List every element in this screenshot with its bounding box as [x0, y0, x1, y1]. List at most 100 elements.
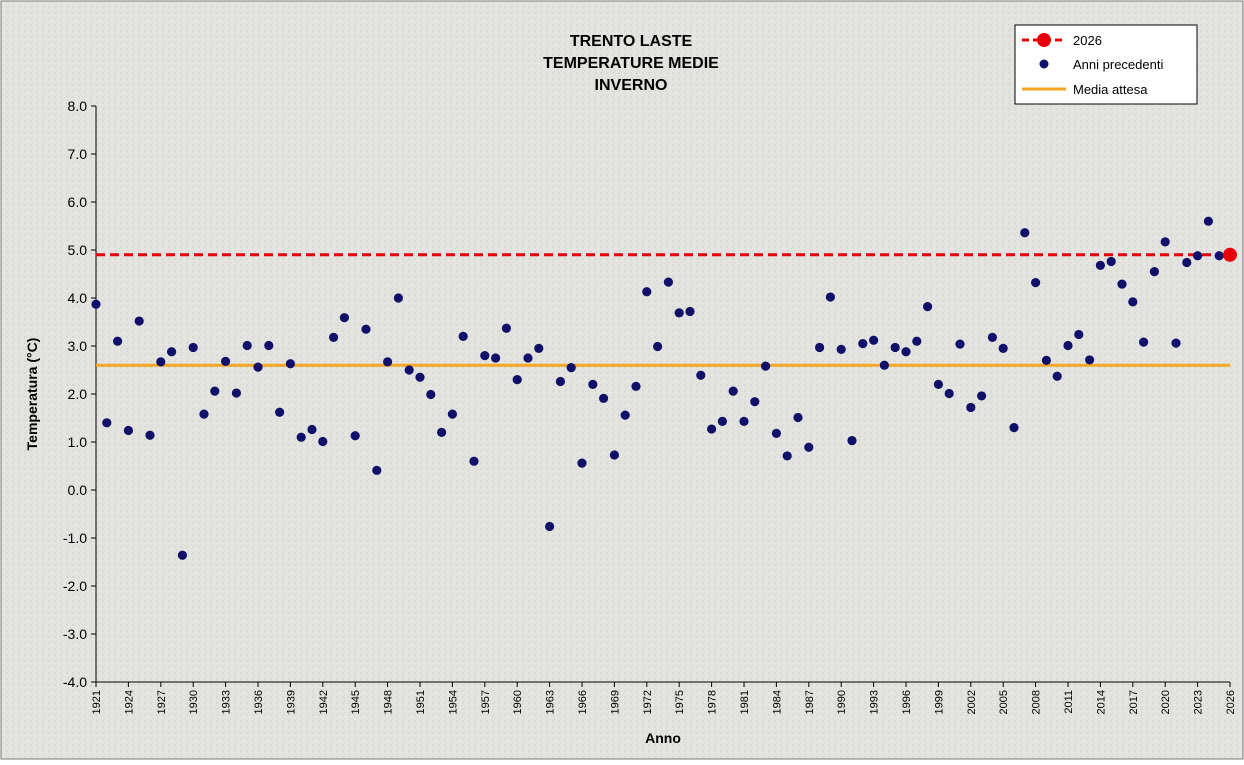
data-point — [426, 389, 436, 400]
chart-title-line-2: TEMPERATURE MEDIE — [543, 55, 719, 72]
data-point — [480, 351, 490, 361]
y-tick-label: -1.0 — [63, 530, 87, 546]
legend-media-attesa-label: Media attesa — [1073, 82, 1148, 97]
data-point — [566, 363, 576, 373]
x-tick-label: 1939 — [285, 690, 297, 714]
data-point — [966, 402, 976, 413]
data-point — [728, 386, 738, 396]
data-point — [771, 428, 782, 438]
data-point — [804, 442, 814, 452]
y-tick-label: 4.0 — [68, 290, 88, 306]
data-point — [210, 386, 220, 396]
data-point — [555, 376, 566, 387]
data-point — [599, 393, 609, 403]
data-point — [588, 379, 598, 389]
data-point — [998, 343, 1008, 353]
x-tick-label: 1930 — [188, 690, 200, 714]
data-point — [491, 353, 501, 363]
y-tick-label: 8.0 — [68, 98, 88, 114]
data-point — [663, 277, 674, 287]
data-point — [512, 375, 522, 385]
data-point — [253, 362, 263, 372]
legend-2026-marker — [1037, 33, 1051, 47]
data-point — [177, 550, 187, 560]
legend-anni-precedenti-marker — [1039, 59, 1049, 69]
data-point — [1193, 251, 1203, 261]
data-point — [329, 332, 339, 342]
data-point — [1009, 423, 1019, 433]
data-point — [1095, 260, 1105, 270]
data-point — [231, 388, 241, 398]
data-point — [685, 306, 695, 317]
x-tick-label: 1966 — [577, 690, 589, 714]
data-point — [879, 360, 890, 370]
chart-title: TRENTO LASTE TEMPERATURE MEDIE INVERNO — [543, 33, 719, 94]
y-tick-label: 2.0 — [68, 386, 88, 402]
x-tick-label: 1933 — [221, 690, 233, 714]
data-point — [523, 353, 533, 363]
x-tick-label: 2008 — [1031, 690, 1043, 714]
data-point — [1117, 279, 1127, 289]
data-point — [717, 416, 728, 426]
data-point — [167, 347, 177, 357]
data-point — [609, 450, 620, 460]
x-tick-label: 2023 — [1193, 690, 1205, 714]
data-point — [825, 292, 836, 302]
data-point — [102, 418, 112, 428]
data-point — [447, 409, 457, 419]
data-point — [1128, 297, 1138, 307]
x-tick-label: 1975 — [674, 690, 686, 714]
x-tick-label: 1954 — [447, 690, 459, 714]
data-point — [372, 465, 382, 475]
x-tick-label: 1999 — [933, 690, 945, 714]
x-tick-label: 1960 — [512, 690, 524, 714]
x-tick-label: 2020 — [1160, 690, 1172, 714]
data-point — [123, 425, 133, 436]
data-point — [1063, 340, 1073, 351]
x-tick-label: 1936 — [253, 690, 265, 714]
y-tick-label: -3.0 — [63, 626, 87, 642]
data-point — [631, 381, 641, 391]
data-point — [534, 343, 544, 353]
data-point — [1085, 355, 1095, 365]
data-point — [156, 357, 166, 367]
data-point — [469, 456, 479, 466]
y-tick-label: -4.0 — [63, 674, 87, 690]
data-point — [1020, 228, 1030, 238]
data-point — [1052, 371, 1062, 381]
y-tick-label: 3.0 — [68, 338, 88, 354]
data-point — [1074, 329, 1084, 340]
data-point — [739, 416, 749, 426]
x-tick-label: 1963 — [545, 690, 557, 714]
data-point — [1149, 267, 1159, 277]
data-point — [545, 521, 555, 532]
data-point — [339, 313, 349, 323]
x-tick-label: 1984 — [771, 690, 783, 714]
data-point — [199, 409, 209, 419]
data-point — [577, 458, 587, 468]
current-year-point — [1223, 247, 1237, 262]
chart-title-line-3: INVERNO — [595, 77, 668, 94]
data-point — [242, 340, 252, 351]
data-point — [1160, 237, 1170, 247]
data-point — [955, 339, 965, 349]
data-point — [383, 357, 393, 367]
data-point — [782, 451, 792, 461]
x-tick-label: 1921 — [91, 690, 103, 714]
x-tick-label: 1948 — [383, 690, 395, 714]
legend-2026-label: 2026 — [1073, 33, 1102, 48]
x-tick-label: 2011 — [1063, 690, 1075, 714]
data-point — [437, 427, 447, 437]
y-tick-label: 7.0 — [68, 146, 88, 162]
x-tick-label: 1945 — [350, 690, 362, 714]
y-axis-title: Temperatura (°C) — [24, 338, 40, 451]
data-point — [1031, 278, 1041, 288]
data-point — [761, 361, 771, 371]
data-point — [113, 336, 123, 346]
data-point — [1203, 216, 1213, 226]
x-tick-label: 1978 — [707, 690, 719, 714]
current-point-layer — [1223, 247, 1237, 262]
